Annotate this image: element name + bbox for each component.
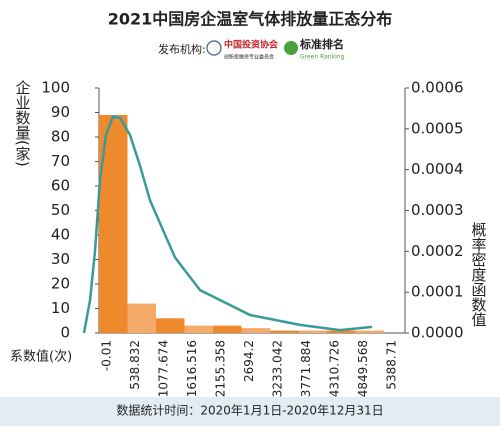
x-tick-label: -0.01 xyxy=(100,340,114,371)
logo-icon xyxy=(206,40,222,56)
org1: 中国投资协会 xyxy=(224,39,279,51)
publisher-label: 发布机构: xyxy=(158,42,206,56)
y2-axis-label: 概率密度函数值 xyxy=(470,222,488,327)
bar xyxy=(327,330,356,333)
y2-tick-label: 0.0004 xyxy=(411,160,464,178)
y-tick-label: 40 xyxy=(51,226,70,244)
x-tick-label: 2155.358 xyxy=(214,340,228,397)
x-tick-label: 1616.516 xyxy=(185,340,199,397)
y-tick-label: 0 xyxy=(60,324,70,342)
y2-tick-label: 0.0002 xyxy=(411,242,464,260)
y-tick-label: 80 xyxy=(51,128,70,146)
chart-title: 2021中国房企温室气体排放量正态分布 xyxy=(108,10,393,29)
bar xyxy=(184,325,214,333)
bar xyxy=(241,328,271,333)
logo-icon xyxy=(284,41,298,55)
y2-tick-label: 0.0005 xyxy=(411,119,464,137)
y-tick-label: 70 xyxy=(51,152,70,170)
x-axis-label: 系数值(次) xyxy=(10,349,72,365)
x-tick-label: 4849.568 xyxy=(356,340,370,397)
x-tick-label: 5388.71 xyxy=(385,340,399,390)
x-tick-label: 1077.674 xyxy=(157,340,171,397)
y2-tick-label: 0.0003 xyxy=(411,201,464,219)
org2-sub: Green Ranking xyxy=(300,54,345,61)
footer: 数据统计时间：2020年1月1日-2020年12月31日 xyxy=(116,403,383,418)
y-tick-label: 10 xyxy=(51,299,70,317)
x-tick-label: 538.832 xyxy=(128,340,142,390)
x-tick-label: 2694.2 xyxy=(242,340,256,382)
bar xyxy=(213,325,242,333)
y-tick-label: 30 xyxy=(51,250,70,268)
bar xyxy=(156,318,185,333)
y-axis-label: 企业数量(家) xyxy=(14,79,32,167)
x-tick-label: 4310.726 xyxy=(328,340,342,397)
bar xyxy=(270,330,299,333)
x-tick-label: 3233.042 xyxy=(271,340,285,397)
y2-tick-label: 0.0001 xyxy=(411,283,464,301)
footer-band xyxy=(0,397,500,426)
y-tick-label: 100 xyxy=(41,79,70,97)
density-curve xyxy=(82,115,373,334)
bar xyxy=(355,330,385,333)
bar xyxy=(298,330,328,333)
y2-tick-label: 0.0000 xyxy=(411,324,464,342)
org2: 标准排名 xyxy=(299,37,344,51)
y-tick-label: 50 xyxy=(51,201,70,219)
y-tick-label: 20 xyxy=(51,275,70,293)
y2-tick-label: 0.0006 xyxy=(411,79,464,97)
x-tick-label: 3771.884 xyxy=(299,340,313,397)
y-tick-label: 60 xyxy=(51,177,70,195)
org1-sub: 创新投融资专业委员会 xyxy=(224,54,274,61)
bar xyxy=(127,303,157,333)
y-tick-label: 90 xyxy=(51,103,70,121)
